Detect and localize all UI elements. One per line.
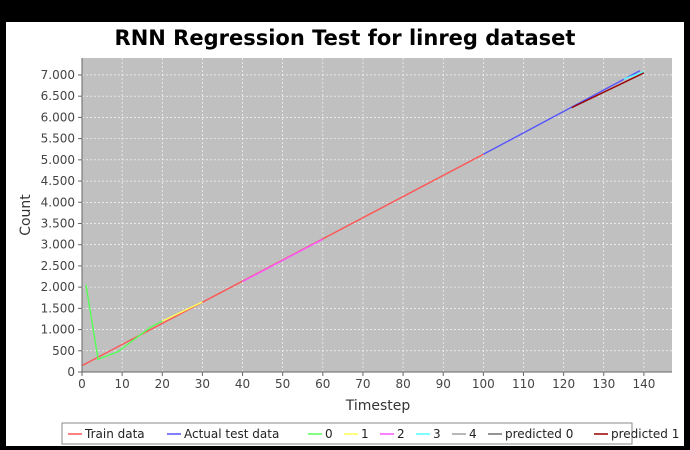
x-axis-label: Timestep <box>345 398 411 414</box>
plot-area <box>82 58 672 372</box>
y-tick-label: 6.000 <box>41 110 75 124</box>
axes: 0 10 20 30 40 50 60 70 80 90 100 110 120 130 140 0 500 1.… <box>41 58 672 391</box>
legend-label-3: 1 <box>361 427 369 441</box>
legend-label-0: Train data <box>84 427 145 441</box>
series-layer <box>81 70 645 367</box>
legend-label-7: predicted 0 <box>505 427 573 441</box>
x-tick-label: 70 <box>355 377 370 391</box>
x-tick-label: 10 <box>114 377 129 391</box>
series-line-8 <box>571 72 645 109</box>
x-tick-label: 140 <box>632 377 655 391</box>
y-tick-label: 3.000 <box>41 238 75 252</box>
legend-label-6: 4 <box>469 427 477 441</box>
y-tick-label: 2.000 <box>41 280 75 294</box>
x-tick-label: 130 <box>592 377 615 391</box>
y-tick-label: 2.500 <box>41 259 75 273</box>
chart-title: RNN Regression Test for linreg dataset <box>115 26 576 50</box>
legend: Train data Actual test data 0 1 2 3 4 predicted… <box>68 427 679 441</box>
legend-label-5: 3 <box>433 427 441 441</box>
y-tick-label: 5.000 <box>41 153 75 167</box>
x-tick-label: 100 <box>472 377 495 391</box>
x-tick-label: 30 <box>195 377 210 391</box>
x-tick-label: 0 <box>78 377 86 391</box>
y-tick-label: 0 <box>67 365 75 379</box>
x-tick-label: 80 <box>395 377 410 391</box>
legend-label-8: predicted 1 <box>611 427 679 441</box>
x-tick-label: 50 <box>275 377 290 391</box>
y-tick-label: 1.500 <box>41 301 75 315</box>
y-tick-label: 500 <box>52 344 75 358</box>
x-tick-label: 60 <box>315 377 330 391</box>
series-line-5 <box>623 70 645 80</box>
series-line-1 <box>483 70 641 155</box>
x-tick-label: 110 <box>512 377 535 391</box>
y-axis-label: Count <box>18 194 34 236</box>
legend-label-4: 2 <box>397 427 405 441</box>
y-tick-label: 7.000 <box>41 68 75 82</box>
x-tick-label: 120 <box>552 377 575 391</box>
series-line-2 <box>85 284 163 361</box>
y-tick-label: 5.500 <box>41 132 75 146</box>
x-tick-label: 40 <box>235 377 250 391</box>
series-line-3 <box>161 301 203 322</box>
x-tick-label: 90 <box>436 377 451 391</box>
y-tick-label: 3.500 <box>41 216 75 230</box>
y-tick-label: 4.000 <box>41 195 75 209</box>
y-tick-label: 6.500 <box>41 89 75 103</box>
legend-label-1: Actual test data <box>184 427 279 441</box>
series-line-4 <box>242 238 324 283</box>
legend-label-2: 0 <box>325 427 333 441</box>
x-tick-label: 20 <box>155 377 170 391</box>
y-tick-label: 1.000 <box>41 323 75 337</box>
y-tick-label: 4.500 <box>41 174 75 188</box>
grid <box>81 58 672 373</box>
